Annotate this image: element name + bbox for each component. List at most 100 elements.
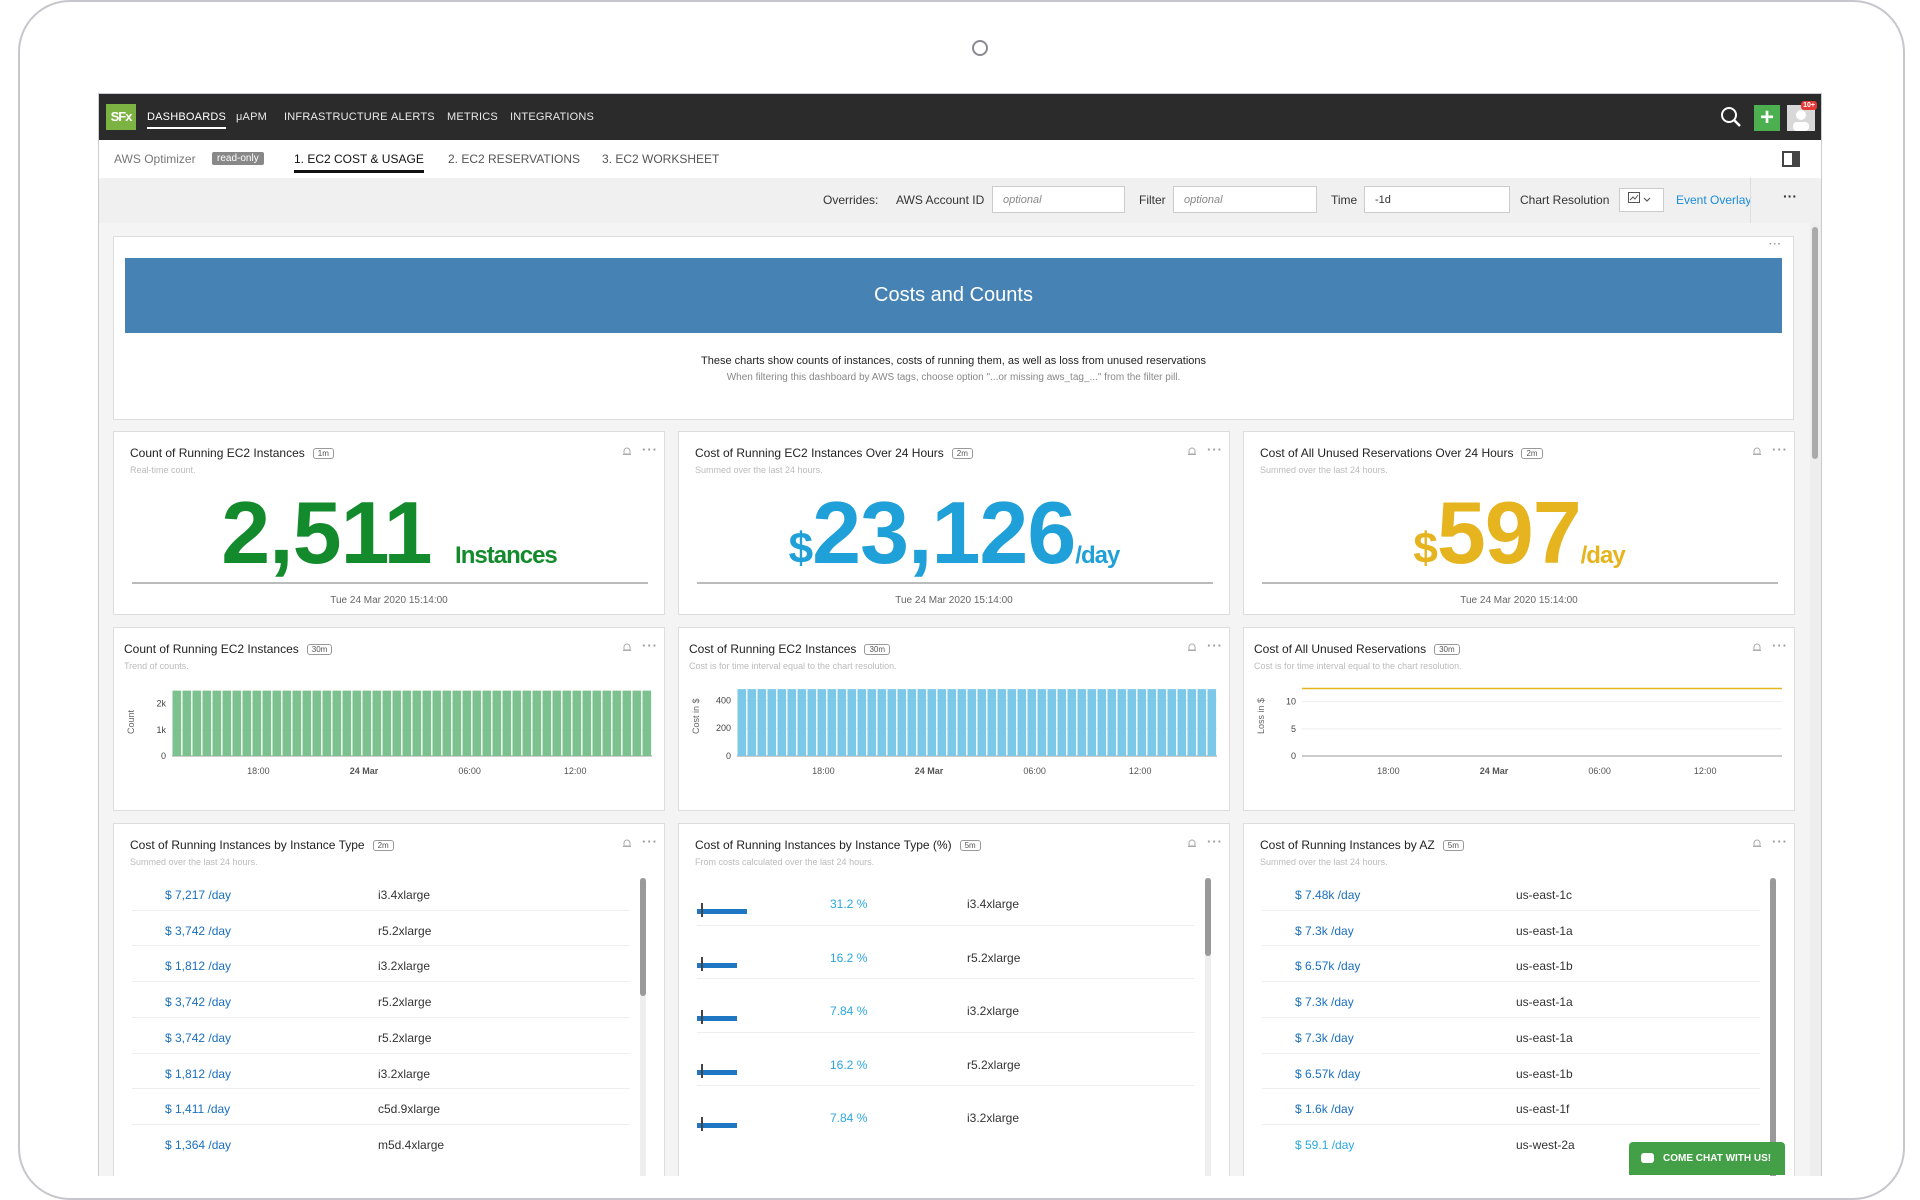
list-scrollbar[interactable] (640, 878, 646, 1176)
scrollbar-thumb[interactable] (1205, 878, 1211, 956)
panel-more-icon[interactable]: ··· (642, 834, 658, 849)
bar (837, 689, 847, 756)
list-item[interactable]: $ 1,812 /day i3.2xlarge (114, 959, 634, 995)
y-tick-label: 400 (716, 695, 731, 705)
list-scrollbar[interactable] (1205, 878, 1211, 1176)
chart-panel-unused-reservations: Cost of All Unused Reservations 30m Cost … (1243, 627, 1795, 811)
bar (502, 690, 512, 756)
more-options-icon[interactable]: ··· (1783, 188, 1797, 204)
list-item[interactable]: $ 3,742 /day r5.2xlarge (114, 1031, 634, 1067)
layout-toggle-icon[interactable] (1782, 151, 1800, 167)
panel-more-icon[interactable]: ··· (1207, 834, 1223, 849)
bell-icon[interactable] (622, 642, 632, 653)
panel-title-text: Cost of Running EC2 Instances (689, 642, 857, 656)
panel-title-text: Cost of Running Instances by Instance Ty… (130, 838, 365, 852)
nav-dashboards[interactable]: DASHBOARDS (147, 94, 227, 140)
panel-more-icon[interactable]: ··· (1772, 442, 1788, 457)
nav-apm[interactable]: μAPM (236, 111, 267, 123)
panel-more-icon[interactable]: ··· (642, 638, 658, 653)
bar (1097, 689, 1107, 756)
bell-icon[interactable] (1187, 446, 1197, 457)
panel-more-icon[interactable]: ··· (1207, 442, 1223, 457)
list-item-label: r5.2xlarge (967, 1057, 1021, 1072)
bar (747, 689, 757, 756)
list-item-label: c5d.9xlarge (378, 1102, 441, 1117)
list-item-label: m5d.4xlarge (378, 1137, 445, 1152)
time-input[interactable] (1364, 186, 1510, 213)
tab-ec2-worksheet[interactable]: 3. EC2 WORKSHEET (602, 152, 720, 166)
bell-icon[interactable] (1752, 446, 1762, 457)
list-item[interactable]: $ 6.57k /day us-east-1b (1244, 959, 1764, 995)
panel-more-icon[interactable]: ··· (642, 442, 658, 457)
bell-icon[interactable] (622, 446, 632, 457)
x-tick-label: 12:00 (564, 766, 587, 776)
list-item[interactable]: $ 7.3k /day us-east-1a (1244, 924, 1764, 960)
instance-count-bar-chart[interactable]: Count 2k 1k 0 18:00 24 Mar 06:00 12:00 (114, 680, 664, 810)
list-scrollbar[interactable] (1770, 878, 1776, 1176)
bar (172, 690, 182, 756)
scrollbar-thumb[interactable] (1770, 878, 1776, 1176)
bell-icon[interactable] (622, 838, 632, 849)
sfx-logo[interactable]: SFx (106, 104, 136, 130)
bar (977, 689, 987, 756)
list-item[interactable]: $ 1,812 /day i3.2xlarge (114, 1067, 634, 1103)
list-item[interactable]: $ 7.48k /day us-east-1c (1244, 888, 1764, 924)
list-item[interactable]: $ 3,742 /day r5.2xlarge (114, 924, 634, 960)
list-item[interactable]: $ 6.57k /day us-east-1b (1244, 1067, 1764, 1103)
list-item[interactable]: 7.84 % i3.2xlarge (679, 1004, 1199, 1058)
overrides-divider (1750, 178, 1751, 223)
single-value-panel-instance-count: Count of Running EC2 Instances 1m Real-ti… (113, 431, 665, 615)
list-item[interactable]: 16.2 % r5.2xlarge (679, 951, 1199, 1005)
search-icon[interactable] (1720, 106, 1742, 128)
cost-bar-chart[interactable]: Cost in $ 400 200 0 18:00 24 Mar 06:00 12:00 (679, 680, 1229, 810)
bell-icon[interactable] (1187, 642, 1197, 653)
bar (272, 690, 282, 756)
breadcrumb-dashboard-group[interactable]: AWS Optimizer (114, 152, 196, 166)
bell-icon[interactable] (1752, 838, 1762, 849)
resolution-chart-icon (1628, 192, 1640, 203)
row-divider (1262, 909, 1760, 911)
list-panel-cost-by-instance-type: Cost of Running Instances by Instance Ty… (113, 823, 665, 1176)
unused-reservations-line-chart[interactable]: Loss in $ 10 5 0 18:00 24 Mar 06:00 12:00 (1244, 680, 1794, 810)
list-item[interactable]: $ 1.6k /day us-east-1f (1244, 1102, 1764, 1138)
chart-resolution-dropdown[interactable] (1619, 188, 1664, 212)
bar (442, 690, 452, 756)
bar (192, 690, 202, 756)
panel-more-icon[interactable]: ··· (1772, 834, 1788, 849)
aws-account-input[interactable] (992, 186, 1125, 213)
tab-ec2-cost-usage[interactable]: 1. EC2 COST & USAGE (294, 152, 424, 173)
y-tick-label: 200 (716, 723, 731, 733)
list-item[interactable]: $ 1,364 /day m5d.4xlarge (114, 1138, 634, 1174)
nav-infrastructure[interactable]: INFRASTRUCTURE (284, 111, 388, 123)
bell-icon[interactable] (1752, 642, 1762, 653)
nav-integrations[interactable]: INTEGRATIONS (510, 111, 595, 123)
list-item[interactable]: 7.84 % i3.2xlarge (679, 1111, 1199, 1165)
banner-filter-hint: When filtering this dashboard by AWS tag… (726, 372, 1181, 383)
list-item[interactable]: $ 1,411 /day c5d.9xlarge (114, 1102, 634, 1138)
page-scrollbar-track[interactable] (1810, 223, 1821, 1176)
list-item[interactable]: 16.2 % r5.2xlarge (679, 1058, 1199, 1112)
list-item[interactable]: $ 59.1 /day us-west-2a (1244, 1138, 1764, 1174)
tab-ec2-reservations[interactable]: 2. EC2 RESERVATIONS (448, 152, 581, 166)
list-item[interactable]: 31.2 % i3.4xlarge (679, 897, 1199, 951)
list-item[interactable]: $ 7.3k /day us-east-1a (1244, 995, 1764, 1031)
nav-metrics[interactable]: METRICS (447, 111, 498, 123)
panel-title: Cost of Running EC2 Instances Over 24 Ho… (695, 446, 973, 460)
panel-more-icon[interactable]: ··· (1772, 638, 1788, 653)
scrollbar-thumb[interactable] (640, 878, 646, 996)
bell-icon[interactable] (1187, 838, 1197, 849)
list-item[interactable]: $ 3,742 /day r5.2xlarge (114, 995, 634, 1031)
chat-button[interactable]: COME CHAT WITH US! (1629, 1142, 1785, 1175)
list-item[interactable]: $ 7,217 /day i3.4xlarge (114, 888, 634, 924)
event-overlay-link[interactable]: Event Overlay (1676, 193, 1752, 207)
list-item[interactable]: $ 7.3k /day us-east-1a (1244, 1031, 1764, 1067)
bar (1047, 689, 1057, 756)
filter-input[interactable] (1173, 186, 1317, 213)
page-scrollbar-thumb[interactable] (1812, 227, 1818, 459)
panel-more-icon[interactable]: ··· (1207, 638, 1223, 653)
user-avatar[interactable]: 10+ (1787, 101, 1817, 131)
big-number-loss: $597/day (1244, 482, 1794, 584)
add-plus-icon[interactable]: + (1754, 105, 1780, 131)
panel-more-icon[interactable]: ··· (1769, 239, 1782, 250)
nav-alerts[interactable]: ALERTS (391, 111, 435, 123)
